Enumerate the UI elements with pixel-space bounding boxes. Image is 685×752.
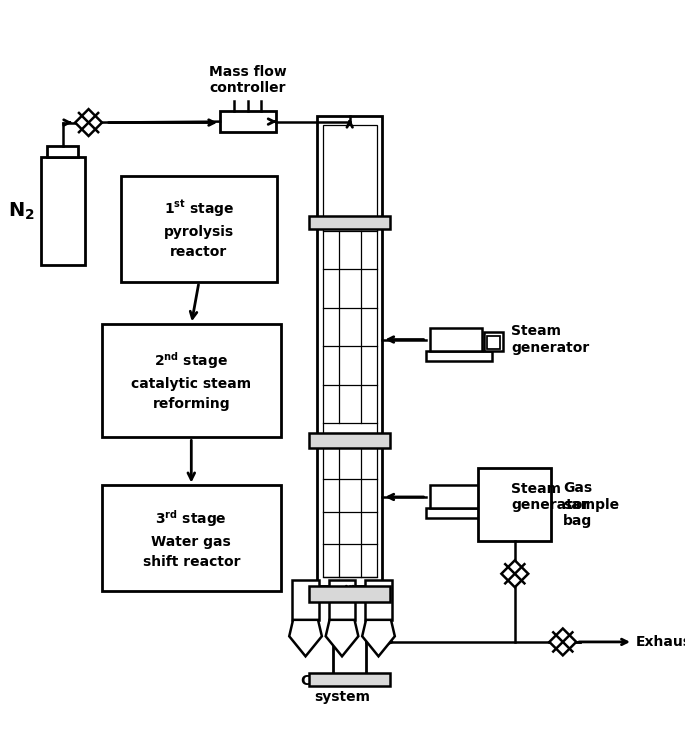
Bar [310,672,390,686]
Bar [430,486,482,508]
Polygon shape [289,620,322,656]
Text: Steam
generator: Steam generator [511,324,589,355]
Bar [430,328,482,351]
Bar [102,324,281,438]
Bar [427,351,492,361]
Bar [47,146,78,157]
Bar [310,216,390,229]
Bar [334,599,366,685]
Polygon shape [362,620,395,656]
Bar [487,335,501,349]
Bar [40,157,85,265]
Bar [317,116,382,587]
Polygon shape [501,560,528,587]
Bar [365,580,392,620]
Bar [292,580,319,620]
Polygon shape [325,620,358,656]
Text: Condenser
system: Condenser system [300,674,384,704]
Bar [484,490,503,508]
Text: $\mathbf{2^{nd}}$ stage
catalytic steam
reforming: $\mathbf{2^{nd}}$ stage catalytic steam … [132,350,251,411]
Polygon shape [549,629,576,655]
Bar [102,486,281,591]
Text: $\mathbf{1^{st}}$ stage
pyrolysis
reactor: $\mathbf{1^{st}}$ stage pyrolysis reacto… [164,199,234,259]
Polygon shape [75,109,102,136]
Text: $\mathbf{N_2}$: $\mathbf{N_2}$ [8,200,35,222]
Text: $\mathbf{3^{rd}}$ stage
Water gas
shift reactor: $\mathbf{3^{rd}}$ stage Water gas shift … [142,508,240,569]
Text: Exhaust: Exhaust [636,635,685,649]
Bar [220,111,276,132]
Bar [310,432,390,448]
Bar [427,508,492,518]
Bar [487,493,501,507]
Bar [323,126,377,577]
Bar [478,468,551,541]
Bar [329,580,356,620]
Bar [484,332,503,351]
Bar [121,176,277,282]
Bar [310,587,390,602]
Text: Gas
sample
bag: Gas sample bag [563,481,619,528]
Text: Steam
generator: Steam generator [511,482,589,512]
Text: Mass flow
controller: Mass flow controller [209,65,287,96]
